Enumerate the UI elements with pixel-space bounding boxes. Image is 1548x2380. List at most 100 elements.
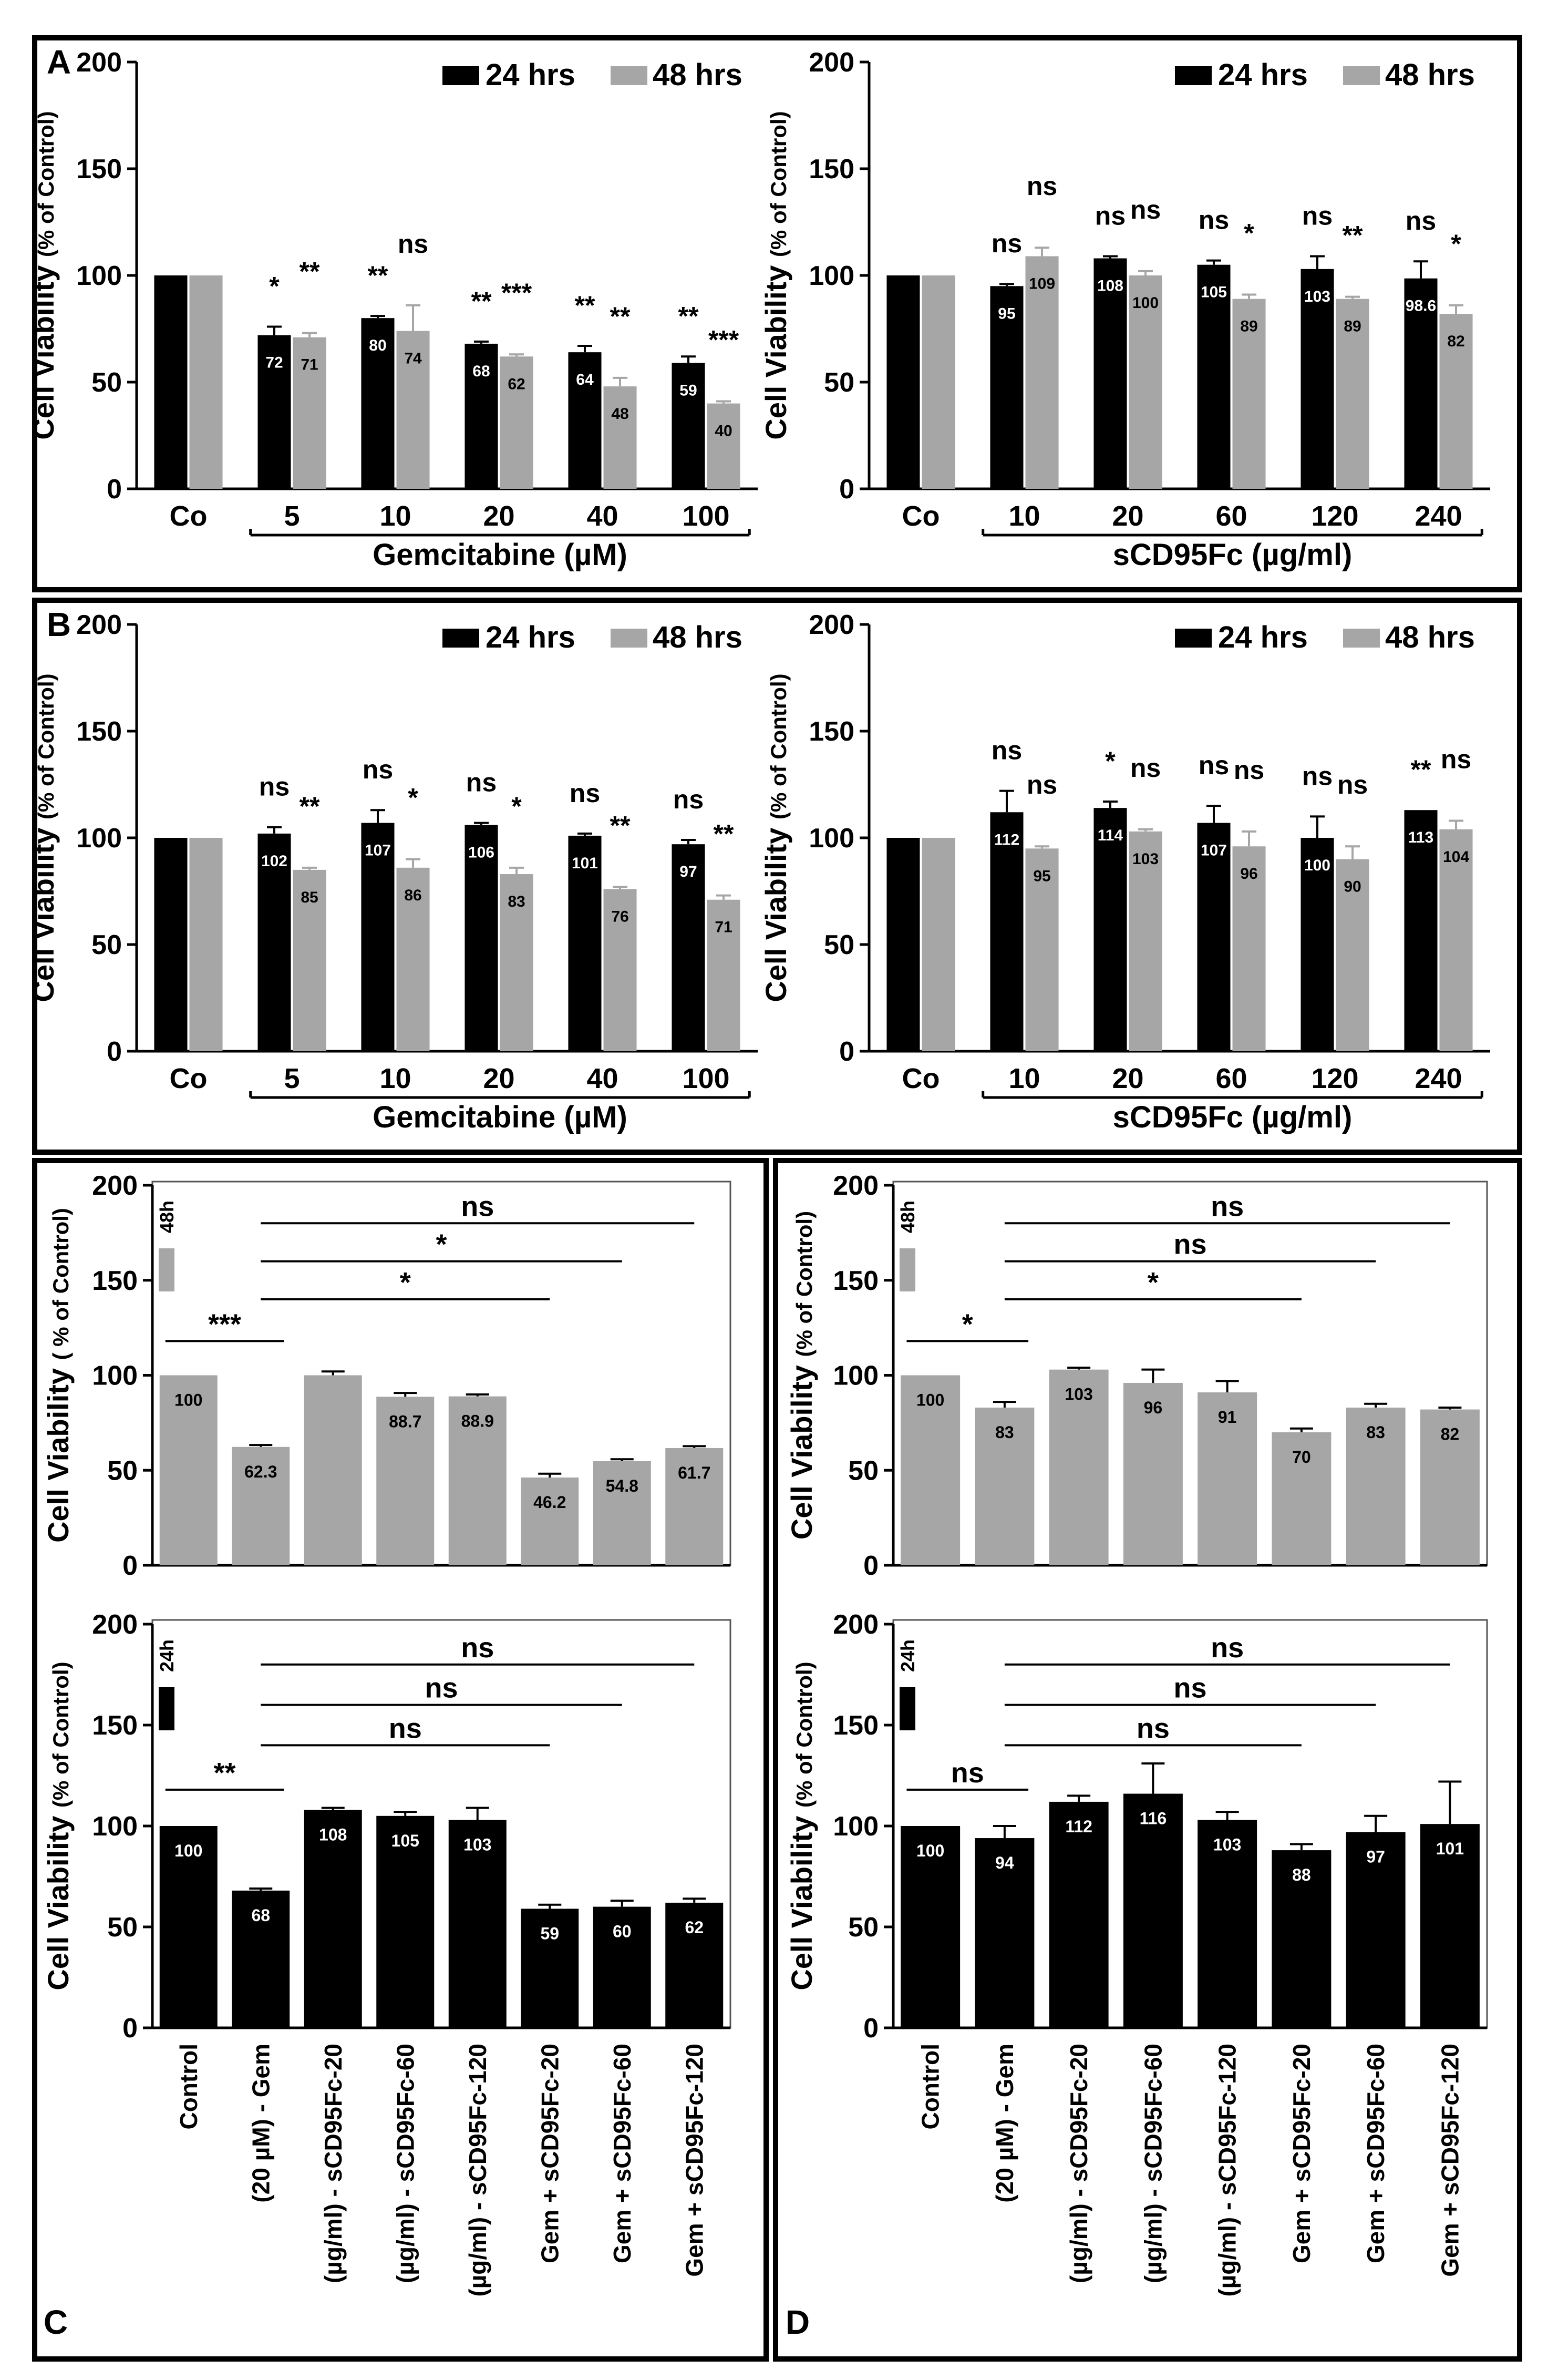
chart-c-24h-data-label: 108: [319, 1825, 347, 1844]
chart-b-left-x-tick-label: 10: [379, 1063, 411, 1094]
chart-c-48h-data-label: 88.9: [461, 1412, 494, 1431]
chart-a-right-significance: *: [1244, 219, 1254, 248]
chart-c-24h-data-label: 60: [613, 1922, 632, 1941]
chart-a-left-data-label: 68: [472, 363, 490, 380]
chart-b-right-bar: [1301, 838, 1334, 1051]
chart-c-24h-category-group: (20 µM) - Gem: [247, 2044, 274, 2203]
chart-a-right-data-label: 109: [1029, 275, 1055, 292]
chart-c-24h-time-swatch: [159, 1687, 174, 1730]
chart-b-left-y-tick-label: 100: [76, 823, 122, 854]
chart-a-right-bar: [1129, 275, 1162, 489]
chart-a-left-y-tick-label: 150: [76, 154, 122, 184]
chart-b-right-data-label: 95: [1033, 867, 1050, 885]
chart-c-24h-comparison-label: **: [213, 1757, 235, 1789]
chart-b-left-significance: ns: [466, 768, 497, 797]
chart-d-48h-y-tick-label: 150: [833, 1266, 879, 1296]
chart-a-right-y-tick-label: 50: [824, 367, 854, 398]
chart-c-24h-category-group: (µg/ml) - sCD95Fc-20: [319, 2044, 347, 2283]
chart-d-24h-time-swatch: [900, 1687, 915, 1730]
chart-a-left-data-label: 62: [508, 375, 525, 393]
chart-d-48h-bar: [975, 1407, 1035, 1565]
chart-c-24h-bar: [304, 1810, 362, 2028]
chart-b-right-y-tick-label: 100: [809, 823, 854, 854]
chart-a-left-x-tick-label: 40: [586, 500, 618, 532]
chart-c-24h-comparison-label: ns: [425, 1673, 458, 1704]
chart-d-24h-category-group: Gem + sCD95Fc-120: [1436, 2044, 1463, 2277]
chart-c-24h-y-tick-label: 100: [92, 1811, 138, 1842]
chart-d-48h-y-tick-label: 0: [863, 1551, 879, 1581]
chart-b-right-significance: ns: [1199, 751, 1229, 780]
chart-c-24h-comparison-label: ns: [389, 1712, 422, 1744]
chart-b-left-data-label: 97: [679, 863, 697, 880]
chart-b-right-y-label-main: Cell Viability: [759, 819, 792, 1002]
chart-a-left-legend-swatch-48: [611, 66, 647, 85]
chart-d-24h-y-axis-label: Cell Viability (% of Control): [785, 1661, 818, 1990]
chart-b-left-y-label-text: Cell Viability (% of Control): [27, 673, 60, 1002]
chart-b-right-x-axis-label: sCD95Fc (µg/ml): [1113, 1100, 1353, 1134]
chart-d-48h-y-tick-label: 50: [848, 1455, 879, 1486]
chart-d-24h-category-group: (µg/ml) - sCD95Fc-20: [1065, 2044, 1092, 2283]
chart-a-left-y-tick-label: 50: [91, 367, 122, 398]
chart-b-right-y-axis-label: Cell Viability (% of Control): [759, 673, 792, 1002]
chart-d-24h-bar: [975, 1838, 1035, 2028]
chart-b-left-bar: [603, 889, 637, 1051]
chart-d-48h-time-label-group: 48h: [897, 1201, 919, 1233]
chart-a-right-bar: [1197, 264, 1231, 489]
chart-a-right-data-label: 98.6: [1406, 298, 1436, 315]
chart-b-right-data-label: 96: [1240, 865, 1257, 883]
chart-c-24h-bar: [159, 1826, 218, 2028]
chart-c-24h-y-label-main: Cell Viability: [42, 1808, 75, 1991]
chart-a-left-bar: [396, 331, 430, 489]
chart-c-48h-data-label: 88.7: [389, 1412, 421, 1431]
chart-b-left-bar: [465, 825, 498, 1051]
chart-c-48h-bar: [665, 1448, 724, 1565]
chart-b-left-bar: [257, 833, 291, 1051]
chart-c-24h-category-group: Gem + sCD95Fc-60: [608, 2044, 636, 2263]
chart-a-right-x-tick-label: 240: [1415, 500, 1462, 532]
chart-d-24h-category-label: (µg/ml) - sCD95Fc-60: [1139, 2044, 1167, 2283]
chart-a-left-bar: [500, 356, 533, 489]
chart-a-left-y-label-text: Cell Viability (% of Control): [27, 111, 60, 439]
chart-b-left-y-label-main: Cell Viability: [27, 819, 60, 1002]
chart-a-right-y-tick-label: 0: [839, 474, 854, 505]
chart-a-left-bar: [154, 275, 188, 489]
chart-c-48h-comparison-label: *: [400, 1267, 411, 1298]
chart-b-right-x-tick-label: 10: [1008, 1063, 1040, 1094]
chart-b-right-bar: [1129, 831, 1162, 1051]
chart-b-right-significance: ns: [992, 736, 1022, 765]
chart-a-left-x-tick-label: 100: [682, 500, 729, 532]
chart-b-right-bar: [1439, 829, 1473, 1051]
chart-a-right-significance: ns: [992, 229, 1022, 258]
chart-c-24h-y-label-text: Cell Viability (% of Control): [42, 1661, 75, 1990]
chart-a-right-bar: [1232, 299, 1266, 489]
chart-b-right-legend-swatch-24: [1175, 629, 1212, 648]
chart-b-right-y-tick-label: 0: [839, 1037, 854, 1067]
chart-c-24h-y-tick-label: 0: [122, 2013, 138, 2044]
chart-d-48h-y-axis-label: Cell Viability (% of Control): [785, 1211, 818, 1540]
chart-a-right-significance: ns: [1406, 206, 1436, 235]
chart-b-left-y-label-sub: (% of Control): [34, 673, 58, 819]
panel-a-frame: [32, 35, 1522, 592]
chart-b-right-significance: ns: [1130, 753, 1161, 783]
chart-c-24h-category-group: Gem + sCD95Fc-120: [680, 2044, 708, 2277]
chart-c-24h-data-label: 68: [251, 1906, 270, 1925]
chart-a-right-legend-label-48: 48 hrs: [1385, 58, 1475, 92]
chart-c-24h-data-label: 105: [391, 1831, 419, 1850]
chart-d-48h-y-label-sub: (% of Control): [792, 1211, 817, 1357]
chart-c-48h-bar: [448, 1396, 507, 1565]
chart-b-right-bar: [1336, 859, 1369, 1051]
panel-c-frame: [32, 1158, 769, 2362]
chart-d-24h-data-label: 88: [1292, 1865, 1311, 1884]
chart-a-left-data-label: 80: [369, 337, 386, 354]
chart-a-left-data-label: 74: [404, 350, 422, 367]
chart-b-left-significance: ns: [363, 755, 393, 784]
chart-b-left-data-label: 101: [572, 855, 598, 872]
chart-d-24h-category-group: Control: [917, 2044, 944, 2130]
chart-b-left-data-label: 83: [508, 893, 525, 910]
chart-d-24h-comparison-label: ns: [1137, 1712, 1170, 1744]
panel-letter-c: C: [44, 2303, 68, 2341]
chart-b-left-legend-swatch-48: [611, 629, 647, 648]
chart-a-right-y-tick-label: 100: [809, 261, 854, 291]
chart-a-right-y-label-text: Cell Viability (% of Control): [759, 111, 792, 439]
chart-b-right-significance: ns: [1234, 755, 1264, 785]
